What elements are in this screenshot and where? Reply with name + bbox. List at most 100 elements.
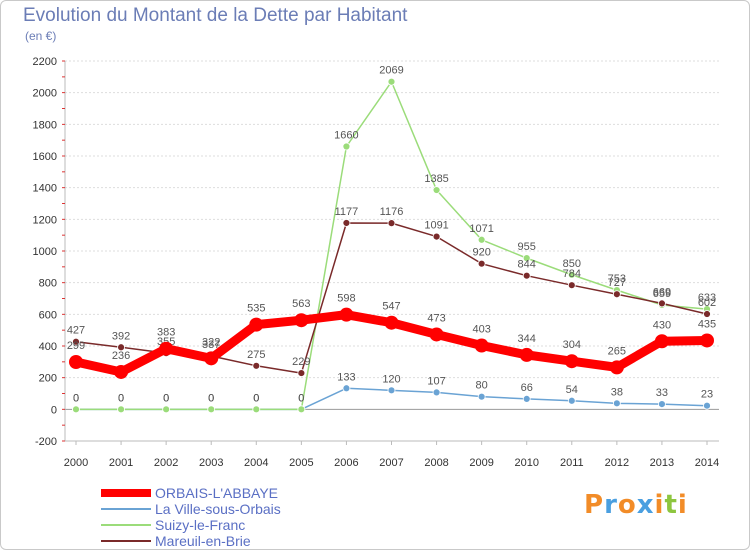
data-label: 1176	[380, 206, 404, 218]
data-label: 659	[653, 288, 671, 300]
legend-swatch	[101, 489, 151, 497]
data-label: 304	[563, 339, 581, 351]
data-label: 107	[427, 375, 445, 387]
data-label: 133	[337, 371, 355, 383]
data-label: 0	[253, 392, 259, 404]
data-label: 784	[563, 268, 581, 280]
data-label: 229	[292, 356, 310, 368]
y-tick-label: 1600	[33, 151, 57, 163]
data-point	[567, 281, 576, 290]
data-point	[474, 338, 489, 353]
data-point	[384, 315, 399, 330]
x-tick-label: 2000	[64, 457, 88, 469]
data-point	[72, 405, 80, 414]
data-point	[387, 77, 396, 86]
series-orbais-l-abbaye: 299 236 383 322 535 563 598 547 473 403 344 304 265 4…	[67, 293, 716, 379]
data-label: 598	[337, 293, 355, 305]
data-point	[294, 313, 309, 328]
data-point	[339, 307, 354, 322]
y-tick-label: 1000	[33, 246, 57, 258]
x-tick-label: 2013	[650, 457, 674, 469]
data-point	[342, 142, 351, 151]
grid-lines	[65, 60, 719, 442]
legend-label: Mareuil-en-Brie	[155, 533, 251, 549]
data-label: 0	[118, 392, 124, 404]
x-tick-label: 2003	[199, 457, 223, 469]
data-label: 435	[698, 318, 716, 330]
data-label: 427	[67, 325, 85, 337]
series-line	[75, 80, 708, 411]
data-point	[342, 219, 351, 227]
data-label: 33	[656, 387, 668, 399]
data-point	[703, 401, 711, 410]
data-point	[522, 271, 531, 280]
data-label: 2069	[379, 65, 403, 77]
data-point	[117, 343, 125, 352]
data-label: 275	[247, 349, 265, 361]
data-point	[297, 405, 306, 414]
y-tick-label: 1200	[33, 214, 57, 226]
data-label: 0	[298, 392, 304, 404]
x-tick-label: 2001	[109, 457, 133, 469]
data-point	[204, 351, 219, 366]
data-point	[612, 290, 621, 299]
data-label: 753	[608, 273, 626, 285]
chart-title: Evolution du Montant de la Dette par Hab…	[23, 5, 408, 26]
logo-letter: i	[677, 490, 688, 520]
data-label: 403	[472, 324, 490, 336]
data-label: 0	[208, 392, 214, 404]
y-tick-label: 200	[39, 373, 57, 385]
data-point	[609, 360, 624, 375]
data-label: 1177	[335, 206, 359, 218]
chart-legend: ORBAIS-L'ABBAYE La Ville-sous-Orbais Suizy…	[101, 485, 281, 549]
data-label: 0	[163, 392, 169, 404]
data-label: 0	[73, 392, 79, 404]
y-tick-label: 400	[39, 341, 57, 353]
legend-label: La Ville-sous-Orbais	[155, 501, 281, 517]
data-point	[567, 270, 576, 279]
data-label: 850	[563, 258, 581, 270]
data-point	[252, 405, 261, 414]
data-label: 844	[518, 259, 536, 271]
x-tick-label: 2011	[560, 457, 584, 469]
x-tick-label: 2014	[695, 457, 719, 469]
data-label: 23	[701, 389, 713, 401]
data-point	[567, 396, 576, 405]
x-tick-label: 2004	[244, 457, 268, 469]
data-point	[159, 341, 174, 356]
data-label: 1385	[424, 173, 448, 185]
series-suizy-le-franc: 0 0 0 0 0 0 1660 2069 1385 1071 955 850 753 659 633	[72, 65, 716, 414]
data-label: 0	[118, 392, 124, 404]
data-point	[342, 384, 351, 393]
data-label: 66	[521, 382, 533, 394]
data-label: 54	[566, 384, 578, 396]
legend-swatch	[101, 524, 151, 526]
data-label: 1660	[334, 130, 358, 142]
data-label: 602	[698, 297, 716, 309]
data-point	[658, 400, 666, 409]
data-point	[114, 364, 129, 379]
y-tick-label: 1800	[33, 119, 57, 131]
data-point	[249, 317, 264, 332]
data-point	[477, 259, 486, 268]
data-point	[432, 186, 441, 194]
x-tick-label: 2006	[334, 457, 358, 469]
logo-letter: o	[617, 490, 637, 520]
data-label: 0	[163, 392, 169, 404]
proxiti-logo: Proxiti	[584, 490, 688, 520]
data-label: 392	[112, 330, 130, 342]
y-tick-label: 2200	[33, 56, 57, 68]
x-tick-label: 2005	[289, 457, 313, 469]
data-label: 38	[611, 386, 623, 398]
data-label: 1071	[469, 223, 493, 235]
data-point	[252, 361, 261, 370]
data-point	[477, 235, 486, 244]
x-tick-label: 2007	[379, 457, 403, 469]
data-label: 322	[202, 336, 220, 348]
x-tick-label: 2008	[424, 457, 448, 469]
chart-subtitle: (en €)	[25, 29, 57, 43]
legend-item: ORBAIS-L'ABBAYE	[101, 485, 281, 501]
logo-letter: r	[604, 490, 618, 520]
